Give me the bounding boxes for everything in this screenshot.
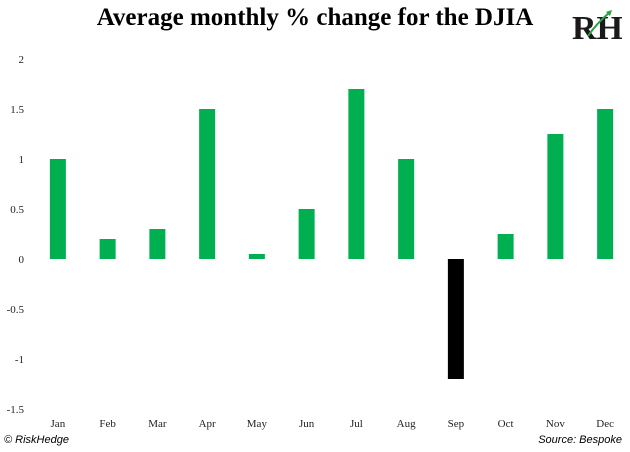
riskhedge-logo: RH [572,10,622,46]
bar-may [248,254,265,259]
x-tick-label: May [247,418,268,430]
y-tick-label: -1.5 [7,404,25,416]
bar-apr [199,109,216,259]
x-tick-label: Jan [51,418,66,430]
bar-jul [348,89,365,259]
bar-sep [447,259,464,379]
bar-nov [547,134,564,259]
x-tick-label: Jul [350,418,363,430]
y-tick-label: 0.5 [10,204,24,216]
x-tick-label: Aug [397,418,416,430]
bar-oct [497,234,514,259]
bar-feb [99,239,116,259]
bar-jun [298,209,315,259]
bar-dec [597,109,614,259]
x-tick-label: Nov [546,418,565,430]
x-tick-label: Apr [199,418,216,430]
x-tick-label: Dec [596,418,614,430]
copyright-label: © RiskHedge [4,434,69,446]
x-tick-label: Feb [99,418,116,430]
x-tick-label: Oct [498,418,514,430]
source-label: Source: Bespoke [538,434,622,446]
y-tick-label: 2 [19,54,25,66]
svg-text:RH: RH [572,10,622,46]
bar-jan [49,159,66,259]
x-tick-label: Jun [299,418,315,430]
y-tick-label: 1.5 [10,104,24,116]
x-tick-label: Sep [448,418,465,430]
bar-mar [149,229,166,259]
bar-aug [398,159,415,259]
y-tick-label: -1 [15,354,24,366]
chart-title: Average monthly % change for the DJIA [96,4,534,31]
x-tick-label: Mar [148,418,167,430]
y-tick-label: -0.5 [7,304,25,316]
y-tick-label: 0 [19,254,25,266]
y-tick-label: 1 [19,154,25,166]
